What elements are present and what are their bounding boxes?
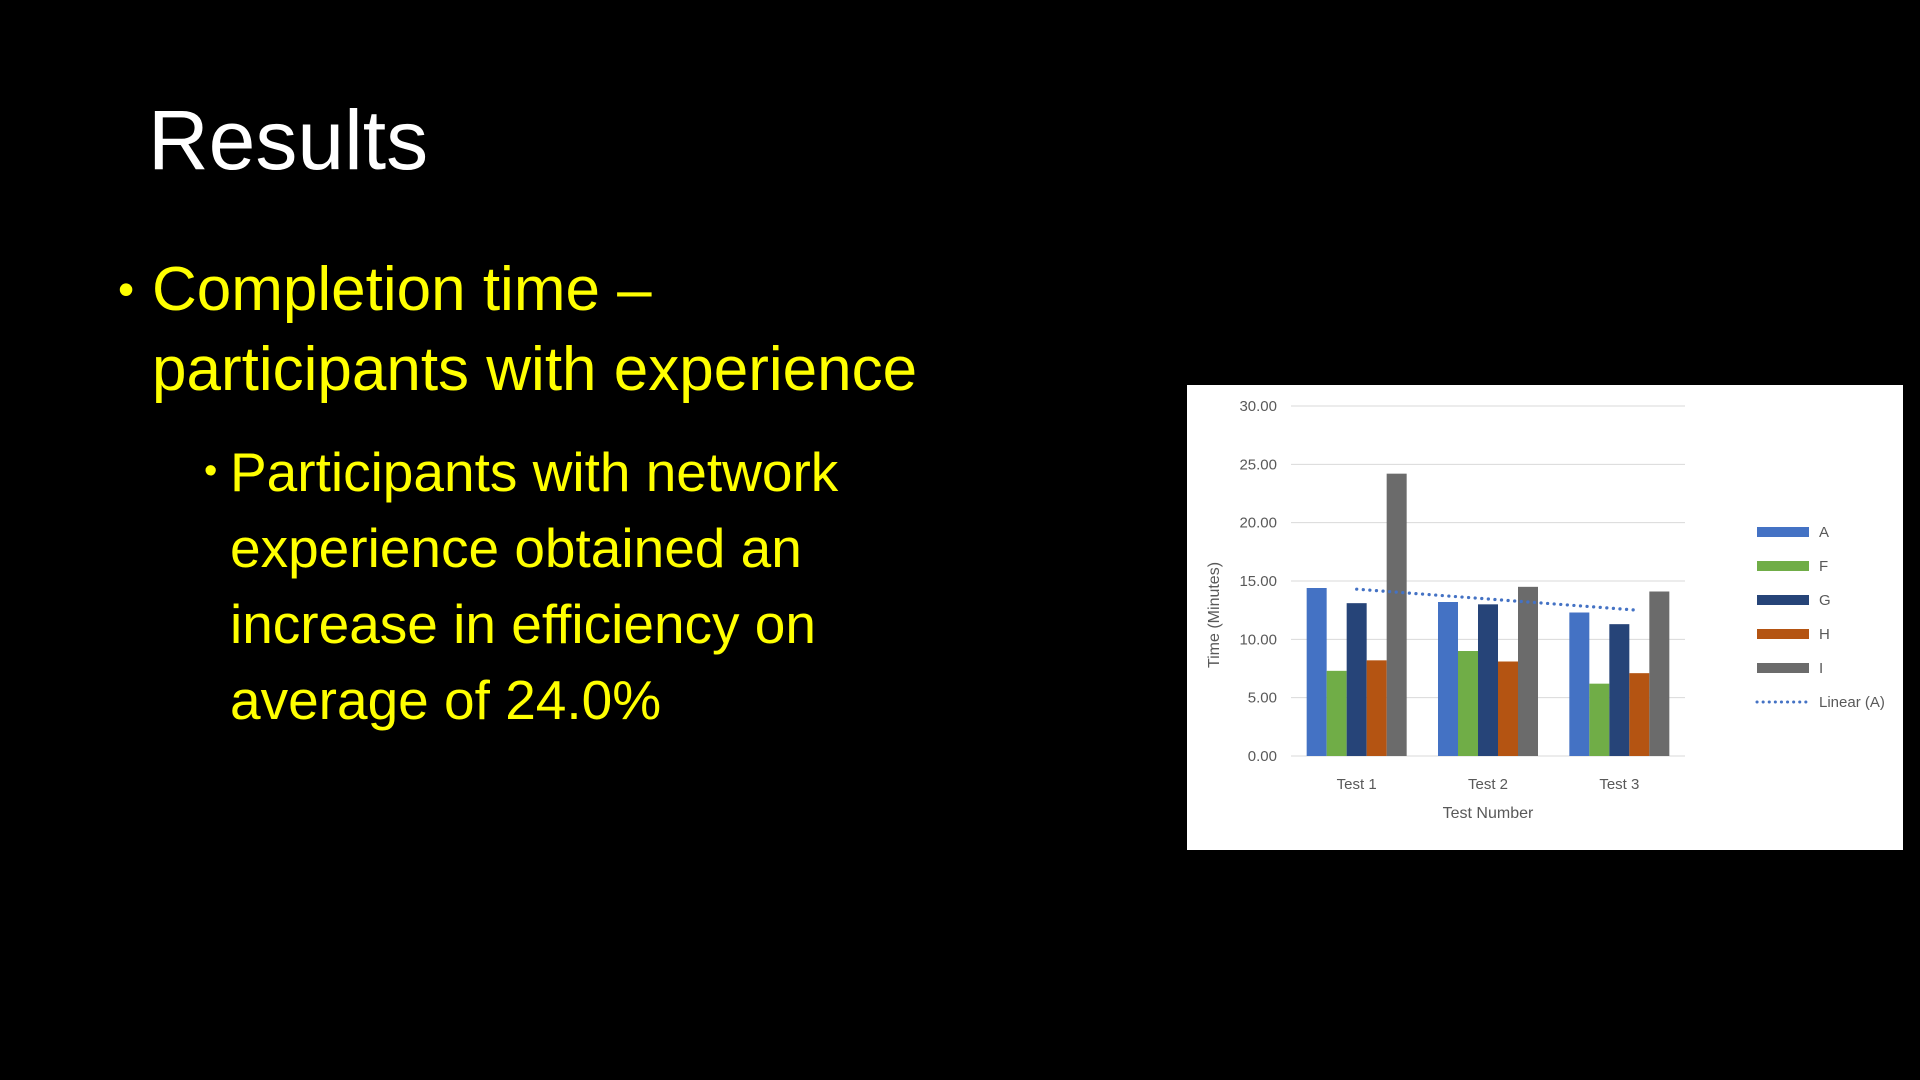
y-tick-label: 10.00 — [1239, 631, 1277, 648]
bullet-list: • Completion time – participants with ex… — [118, 250, 958, 738]
legend-swatch-A — [1757, 527, 1809, 537]
bullet-marker: • — [118, 263, 135, 315]
x-tick-label: Test 2 — [1468, 776, 1508, 793]
x-tick-label: Test 3 — [1599, 776, 1639, 793]
bar-A-Test 1 — [1306, 588, 1327, 756]
legend-label: A — [1819, 524, 1829, 541]
legend-swatch-G — [1757, 595, 1809, 605]
legend-label: I — [1819, 660, 1823, 677]
bullet-text: Participants with network experience obt… — [230, 441, 839, 731]
bar-G-Test 1 — [1346, 603, 1367, 756]
y-tick-label: 0.00 — [1248, 748, 1277, 765]
bar-chart: 0.00 5.00 10.00 15.00 20.00 25.00 30.00 Time (M… — [1206, 398, 1885, 822]
bar-H-Test 2 — [1498, 661, 1518, 756]
bar-I-Test 2 — [1518, 586, 1538, 756]
y-tick-label: 25.00 — [1239, 456, 1277, 473]
bar-H-Test 3 — [1629, 673, 1650, 756]
bar-A-Test 3 — [1569, 612, 1590, 756]
bar-G-Test 3 — [1609, 624, 1630, 756]
bar-chart-panel: 0.00 5.00 10.00 15.00 20.00 25.00 30.00 Time (M… — [1187, 385, 1903, 850]
bullet-item-1: • Completion time – participants with ex… — [118, 250, 958, 410]
y-tick-label: 15.00 — [1239, 573, 1277, 590]
legend-label: G — [1819, 592, 1831, 609]
bullet-marker: • — [204, 450, 218, 492]
bullet-item-2: • Participants with network experience o… — [204, 434, 958, 738]
y-tick-label: 20.00 — [1239, 515, 1277, 532]
legend-label: F — [1819, 558, 1828, 575]
bar-F-Test 1 — [1326, 670, 1347, 756]
legend-label: H — [1819, 626, 1830, 643]
trendline — [1355, 587, 1639, 612]
bullet-text: Completion time – participants with expe… — [152, 255, 918, 404]
legend-label: Linear (A) — [1819, 694, 1885, 711]
legend-swatch-F — [1757, 561, 1809, 571]
x-tick-label: Test 1 — [1337, 776, 1377, 793]
bar-I-Test 1 — [1386, 473, 1407, 756]
legend-swatch-H — [1757, 629, 1809, 639]
x-axis-title: Test Number — [1443, 805, 1534, 822]
slide-title: Results — [148, 93, 429, 187]
y-tick-label: 5.00 — [1248, 690, 1277, 707]
bar-F-Test 3 — [1589, 683, 1610, 756]
bar-F-Test 2 — [1458, 651, 1478, 756]
legend-swatch-I — [1757, 663, 1809, 673]
bar-A-Test 2 — [1438, 602, 1458, 756]
y-axis-title: Time (Minutes) — [1206, 562, 1223, 668]
bar-H-Test 1 — [1366, 660, 1387, 756]
y-tick-label: 30.00 — [1239, 398, 1277, 415]
bar-G-Test 2 — [1478, 604, 1498, 756]
bar-I-Test 3 — [1649, 591, 1670, 756]
